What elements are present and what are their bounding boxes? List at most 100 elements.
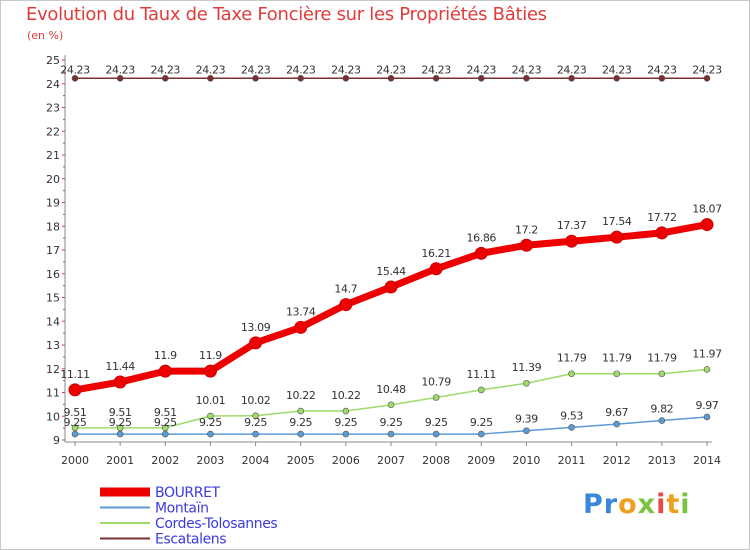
data-label: 9.51 xyxy=(64,406,87,419)
data-label: 24.23 xyxy=(331,63,361,76)
data-label: 10.22 xyxy=(286,389,316,402)
data-point xyxy=(523,379,530,387)
x-tick-label: 2007 xyxy=(377,454,405,467)
data-point xyxy=(477,430,485,438)
data-label: 9.25 xyxy=(470,416,493,429)
data-point xyxy=(523,74,530,82)
y-tick-label: 24 xyxy=(46,78,60,91)
series-line xyxy=(71,221,711,394)
data-label: 24.23 xyxy=(376,63,406,76)
data-point xyxy=(700,218,714,232)
y-tick-label: 14 xyxy=(46,315,60,328)
data-label: 24.23 xyxy=(105,63,135,76)
data-label: 10.02 xyxy=(241,394,271,407)
data-point xyxy=(658,417,666,424)
y-tick-label: 9 xyxy=(53,434,60,447)
data-label: 10.48 xyxy=(376,383,406,396)
y-tick-label: 19 xyxy=(46,197,60,210)
data-label: 9.51 xyxy=(154,406,177,419)
data-point xyxy=(613,74,621,82)
data-label: 11.11 xyxy=(467,368,497,381)
y-tick-label: 17 xyxy=(46,244,60,257)
data-label: 24.23 xyxy=(692,63,722,76)
x-tick-label: 2006 xyxy=(332,454,360,467)
x-tick-label: 2009 xyxy=(467,454,495,467)
series-bourret: 11.11 11.44 11.9 11.9 13.09 13.74 14.7 15.44 16.… xyxy=(60,203,723,397)
proxiti-logo: Proxiti xyxy=(583,489,691,520)
data-point xyxy=(568,370,575,378)
y-tick-label: 16 xyxy=(46,268,60,281)
data-label: 15.44 xyxy=(376,265,406,278)
data-label: 24.23 xyxy=(647,63,677,76)
data-label: 11.79 xyxy=(557,352,587,365)
y-tick-label: 22 xyxy=(46,125,60,138)
data-label: 24.23 xyxy=(196,63,226,76)
data-point xyxy=(203,364,217,378)
data-label: 24.23 xyxy=(467,63,497,76)
x-tick-label: 2001 xyxy=(106,454,134,467)
data-label: 24.23 xyxy=(557,63,587,76)
data-point xyxy=(387,74,395,82)
data-point xyxy=(387,401,395,409)
data-label: 9.25 xyxy=(109,416,132,429)
data-point xyxy=(613,420,621,428)
data-label: 9.82 xyxy=(650,403,673,416)
data-label: 10.79 xyxy=(421,375,451,388)
data-point xyxy=(703,413,711,421)
data-label: 9.25 xyxy=(334,416,357,429)
data-label: 11.79 xyxy=(602,352,632,365)
data-label: 11.44 xyxy=(105,360,135,373)
data-point xyxy=(568,74,575,82)
x-tick-label: 2010 xyxy=(512,454,540,467)
logo-part-5: t xyxy=(666,489,681,520)
data-point xyxy=(297,74,305,82)
data-label: 9.25 xyxy=(380,416,403,429)
series-escatalens: 24.23 24.23 24.23 24.23 24.23 24.23 24.23 24.23… xyxy=(60,63,723,82)
data-point xyxy=(116,74,124,82)
data-label: 9.53 xyxy=(560,409,583,422)
data-point xyxy=(474,246,488,260)
data-point xyxy=(384,280,398,294)
data-label: 9.97 xyxy=(696,399,719,412)
data-point xyxy=(565,234,579,248)
data-point xyxy=(161,74,169,82)
data-label: 10.22 xyxy=(331,389,361,402)
x-tick-label: 2002 xyxy=(151,454,179,467)
legend-label: Escatalens xyxy=(155,532,226,548)
y-tick-label: 10 xyxy=(46,410,60,423)
data-point xyxy=(703,74,711,82)
series-layer: 24.23 24.23 24.23 24.23 24.23 24.23 24.23 24.23… xyxy=(60,63,723,438)
legend-label: Montaïn xyxy=(155,501,209,517)
data-label: 11.39 xyxy=(512,361,542,374)
data-label: 24.23 xyxy=(241,63,271,76)
data-point xyxy=(519,238,533,252)
data-point xyxy=(703,366,711,373)
data-label: 16.86 xyxy=(467,231,497,244)
y-tick-label: 12 xyxy=(46,363,60,376)
data-label: 11.79 xyxy=(647,352,677,365)
x-tick-label: 2008 xyxy=(422,454,450,467)
data-point xyxy=(387,430,395,438)
data-point xyxy=(207,430,214,438)
data-label: 16.21 xyxy=(421,247,451,260)
data-label: 11.9 xyxy=(154,349,177,362)
data-point xyxy=(432,74,440,82)
data-label: 9.25 xyxy=(244,416,267,429)
logo-part-6: i xyxy=(680,489,691,520)
data-point xyxy=(658,370,666,378)
data-point xyxy=(252,74,259,82)
data-point xyxy=(339,298,353,312)
data-point xyxy=(207,74,214,82)
data-point xyxy=(477,386,485,394)
data-label: 9.25 xyxy=(154,416,177,429)
y-axis-unit: (en %) xyxy=(27,29,64,42)
series-cordes-tolosannes: 9.51 9.51 9.51 10.01 10.02 10.22 10.22 10.48 10.… xyxy=(64,347,723,432)
data-label: 24.23 xyxy=(421,63,451,76)
data-point xyxy=(158,364,172,378)
logo-part-1: Pr xyxy=(583,489,619,520)
y-tick-label: 15 xyxy=(46,292,60,305)
logo-part-4: i xyxy=(656,489,667,520)
data-point xyxy=(429,262,443,276)
